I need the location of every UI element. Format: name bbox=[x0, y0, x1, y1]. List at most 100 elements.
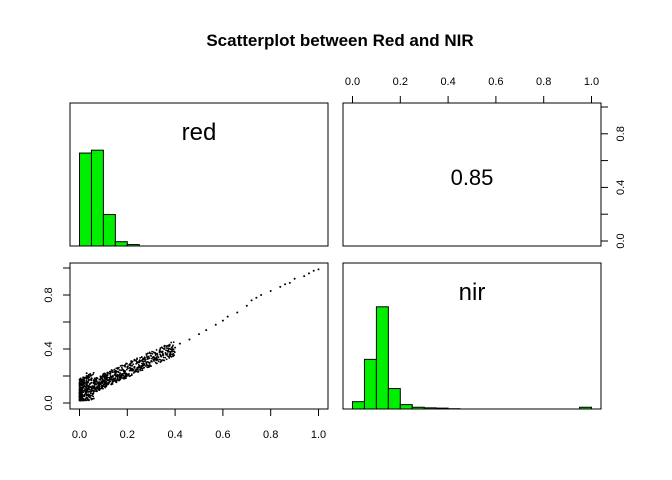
scatter-point bbox=[164, 349, 167, 352]
scatter-point bbox=[226, 315, 229, 318]
tick-label-top: 0.8 bbox=[536, 76, 551, 88]
scatter-point bbox=[214, 323, 217, 326]
scatter-point bbox=[85, 380, 88, 382]
tick-label-right: 0.0 bbox=[615, 233, 627, 248]
scatter-point bbox=[95, 376, 98, 379]
scatter-point bbox=[124, 370, 127, 372]
scatter-point bbox=[138, 366, 141, 369]
panel-nir-diagonal bbox=[342, 262, 602, 410]
scatter-point bbox=[170, 346, 173, 349]
scatter-point bbox=[141, 369, 144, 372]
scatter-point bbox=[152, 355, 155, 358]
scatter-point bbox=[110, 383, 113, 386]
scatter-point bbox=[150, 352, 152, 355]
tick-label-left: 0.4 bbox=[43, 341, 55, 356]
scatter-point bbox=[86, 381, 89, 384]
scatter-point bbox=[89, 389, 92, 392]
scatter-point bbox=[130, 364, 133, 367]
scatter-point bbox=[172, 344, 174, 347]
scatter-point bbox=[82, 376, 84, 379]
tick-label-right: 0.8 bbox=[615, 126, 627, 141]
scatter-point bbox=[115, 370, 118, 373]
scatter-point bbox=[167, 350, 170, 352]
scatter-point bbox=[205, 329, 208, 332]
histogram-red-bar bbox=[90, 149, 104, 247]
scatter-point bbox=[171, 353, 174, 356]
tick-label-bottom: 0.8 bbox=[263, 429, 278, 441]
scatter-point bbox=[89, 392, 92, 395]
scatter-point bbox=[137, 371, 140, 373]
scatter-point bbox=[89, 372, 91, 375]
scatter-point bbox=[112, 378, 114, 380]
scatter-point bbox=[143, 366, 146, 369]
scatter-point bbox=[124, 365, 127, 368]
scatter-point bbox=[98, 378, 101, 381]
scatter-point bbox=[145, 354, 148, 356]
scatter-point bbox=[78, 384, 81, 387]
histogram-nir-bar bbox=[352, 401, 365, 410]
scatter-point bbox=[307, 272, 310, 275]
scatter-point bbox=[102, 374, 105, 376]
scatter-point bbox=[83, 379, 86, 382]
scatter-point bbox=[129, 369, 132, 372]
scatter-point bbox=[163, 359, 166, 362]
tick-label-bottom: 0.4 bbox=[167, 429, 182, 441]
histogram-red-bar bbox=[126, 244, 140, 247]
scatter-point bbox=[103, 385, 106, 388]
scatter-point bbox=[92, 397, 95, 400]
scatter-point bbox=[124, 373, 127, 376]
tick-label-top: 0.6 bbox=[488, 76, 503, 88]
panel-red-diagonal bbox=[69, 102, 329, 247]
scatter-point bbox=[89, 394, 92, 397]
scatter-point bbox=[130, 360, 133, 362]
scatter-point bbox=[163, 345, 166, 347]
scatter-point bbox=[130, 361, 133, 364]
scatter-point bbox=[89, 390, 91, 393]
scatter-point bbox=[162, 359, 164, 362]
tick-label-bottom: 0.6 bbox=[215, 429, 230, 441]
scatter-point bbox=[90, 377, 93, 380]
scatter-point bbox=[105, 380, 107, 383]
scatter-point bbox=[139, 356, 142, 359]
scatter-point bbox=[99, 377, 102, 380]
scatter-point bbox=[159, 347, 162, 349]
scatter-point bbox=[90, 374, 93, 377]
scatter-point bbox=[78, 393, 81, 395]
scatter-point bbox=[106, 371, 109, 374]
scatter-point bbox=[140, 356, 143, 358]
scatter-point bbox=[87, 378, 90, 381]
scatter-point bbox=[135, 359, 137, 362]
scatter-point bbox=[136, 357, 138, 360]
histogram-nir bbox=[352, 306, 592, 410]
scatter-point bbox=[149, 365, 152, 368]
scatter-point bbox=[87, 399, 90, 402]
scatter-point bbox=[93, 377, 96, 380]
scatter-point bbox=[128, 366, 131, 369]
scatter-point bbox=[138, 360, 141, 363]
scatter-point bbox=[162, 356, 165, 359]
scatter-point bbox=[284, 283, 287, 286]
scatter-point bbox=[198, 333, 200, 336]
tick-label-top: 0.2 bbox=[393, 76, 408, 88]
scatter-point bbox=[82, 399, 85, 402]
scatter-point bbox=[87, 375, 89, 378]
scatter-points bbox=[78, 268, 320, 402]
scatter-point bbox=[95, 390, 98, 393]
scatter-point bbox=[101, 382, 104, 385]
scatter-point bbox=[95, 381, 98, 383]
scatter-point bbox=[135, 362, 138, 365]
scatter-point bbox=[118, 379, 120, 382]
scatter-point bbox=[85, 393, 88, 395]
scatter-point bbox=[85, 394, 88, 397]
scatter-point bbox=[160, 360, 163, 363]
scatter-point bbox=[165, 347, 168, 349]
scatter-point bbox=[167, 347, 170, 350]
scatter-point bbox=[111, 369, 114, 372]
scatter-point bbox=[168, 354, 171, 357]
scatter-point bbox=[80, 379, 83, 382]
scatter-point bbox=[141, 360, 144, 363]
scatter-point bbox=[121, 372, 124, 375]
scatter-point bbox=[154, 351, 156, 354]
